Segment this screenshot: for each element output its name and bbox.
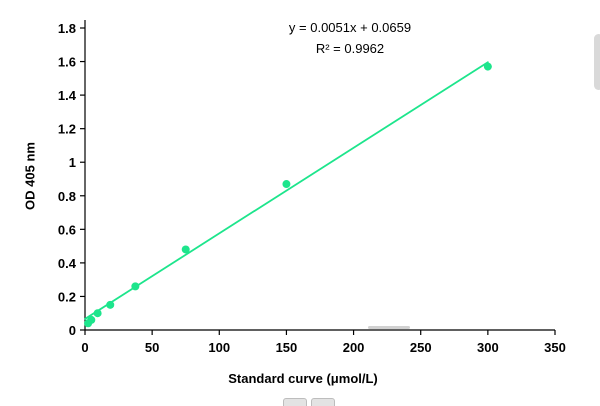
svg-text:0.2: 0.2 bbox=[58, 289, 76, 304]
x-axis-title: Standard curve (μmol/L) bbox=[228, 371, 378, 386]
svg-text:1.8: 1.8 bbox=[58, 21, 76, 36]
svg-text:150: 150 bbox=[276, 340, 298, 355]
scrollbar-artifact bbox=[594, 34, 600, 90]
svg-text:350: 350 bbox=[544, 340, 566, 355]
equation-label: y = 0.0051x + 0.0659 bbox=[288, 20, 412, 35]
axis-smudge-artifact bbox=[368, 326, 410, 329]
svg-text:0: 0 bbox=[81, 340, 88, 355]
svg-text:300: 300 bbox=[477, 340, 499, 355]
r-squared-label: R² = 0.9962 bbox=[315, 41, 385, 56]
svg-text:0.8: 0.8 bbox=[58, 189, 76, 204]
svg-text:0.6: 0.6 bbox=[58, 222, 76, 237]
svg-text:100: 100 bbox=[208, 340, 230, 355]
svg-text:0.4: 0.4 bbox=[58, 256, 77, 271]
svg-text:1.6: 1.6 bbox=[58, 55, 76, 70]
svg-text:1.2: 1.2 bbox=[58, 122, 76, 137]
y-axis-title: OD 405 nm bbox=[22, 142, 38, 210]
svg-text:200: 200 bbox=[343, 340, 365, 355]
page-edge-artifact bbox=[283, 398, 307, 406]
svg-text:1: 1 bbox=[69, 155, 76, 170]
svg-text:1.4: 1.4 bbox=[58, 88, 77, 103]
svg-text:50: 50 bbox=[145, 340, 159, 355]
svg-text:0: 0 bbox=[69, 323, 76, 338]
page-edge-artifact bbox=[311, 398, 335, 406]
svg-text:250: 250 bbox=[410, 340, 432, 355]
